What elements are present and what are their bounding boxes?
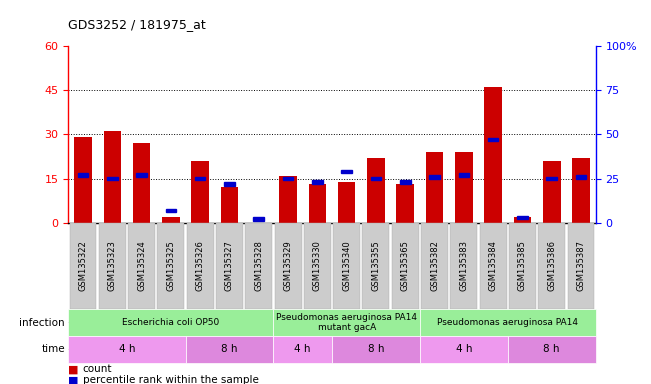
Bar (165, 209, 176, 212)
Bar (396, 184, 414, 223)
Bar (195, 177, 206, 180)
Text: 4 h: 4 h (118, 344, 135, 354)
Text: GSM135387: GSM135387 (577, 240, 585, 291)
Bar (279, 175, 297, 223)
Text: GSM135385: GSM135385 (518, 240, 527, 291)
Text: ■: ■ (68, 375, 79, 384)
Text: GSM135329: GSM135329 (284, 240, 292, 291)
Bar (74, 137, 92, 223)
Text: 8 h: 8 h (368, 344, 384, 354)
Bar (543, 161, 561, 223)
Text: GSM135365: GSM135365 (401, 240, 409, 291)
Bar (221, 187, 238, 223)
Bar (426, 152, 443, 223)
Bar (309, 184, 326, 223)
Text: GSM135383: GSM135383 (460, 240, 468, 291)
Bar (191, 161, 209, 223)
Bar (133, 143, 150, 223)
Text: percentile rank within the sample: percentile rank within the sample (83, 375, 258, 384)
Bar (77, 173, 89, 177)
Bar (367, 158, 385, 223)
Bar (104, 131, 121, 223)
Bar (400, 180, 411, 184)
Bar (575, 175, 587, 179)
Text: GSM135382: GSM135382 (430, 240, 439, 291)
Text: 4 h: 4 h (456, 344, 472, 354)
Bar (484, 87, 502, 223)
Text: GSM135340: GSM135340 (342, 240, 351, 291)
Bar (253, 217, 264, 221)
Bar (517, 216, 528, 219)
Bar (136, 173, 147, 177)
Bar (572, 158, 590, 223)
Bar (488, 138, 499, 141)
Text: GSM135323: GSM135323 (108, 240, 117, 291)
Bar (514, 217, 531, 223)
Text: GSM135326: GSM135326 (196, 240, 204, 291)
Text: time: time (42, 344, 65, 354)
Text: GSM135322: GSM135322 (79, 240, 87, 291)
Text: 4 h: 4 h (294, 344, 311, 354)
Text: GSM135355: GSM135355 (372, 240, 380, 291)
Bar (224, 182, 235, 185)
Bar (107, 177, 118, 180)
Text: Pseudomonas aeruginosa PA14
mutant gacA: Pseudomonas aeruginosa PA14 mutant gacA (276, 313, 417, 332)
Text: infection: infection (20, 318, 65, 328)
Text: GDS3252 / 181975_at: GDS3252 / 181975_at (68, 18, 206, 31)
Bar (370, 177, 381, 180)
Bar (312, 180, 323, 184)
Bar (429, 175, 440, 179)
Text: GSM135330: GSM135330 (313, 240, 322, 291)
Bar (458, 173, 469, 177)
Bar (338, 182, 355, 223)
Text: ■: ■ (68, 364, 79, 374)
Bar (283, 177, 294, 180)
Text: GSM135324: GSM135324 (137, 240, 146, 291)
Bar (341, 170, 352, 173)
Text: 8 h: 8 h (221, 344, 238, 354)
Bar (546, 177, 557, 180)
Text: GSM135386: GSM135386 (547, 240, 556, 291)
Text: GSM135384: GSM135384 (489, 240, 497, 291)
Text: count: count (83, 364, 112, 374)
Text: GSM135327: GSM135327 (225, 240, 234, 291)
Text: Escherichia coli OP50: Escherichia coli OP50 (122, 318, 219, 327)
Bar (162, 217, 180, 223)
Bar (455, 152, 473, 223)
Text: 8 h: 8 h (544, 344, 560, 354)
Text: Pseudomonas aeruginosa PA14: Pseudomonas aeruginosa PA14 (437, 318, 578, 327)
Text: GSM135328: GSM135328 (255, 240, 263, 291)
Text: GSM135325: GSM135325 (167, 240, 175, 291)
